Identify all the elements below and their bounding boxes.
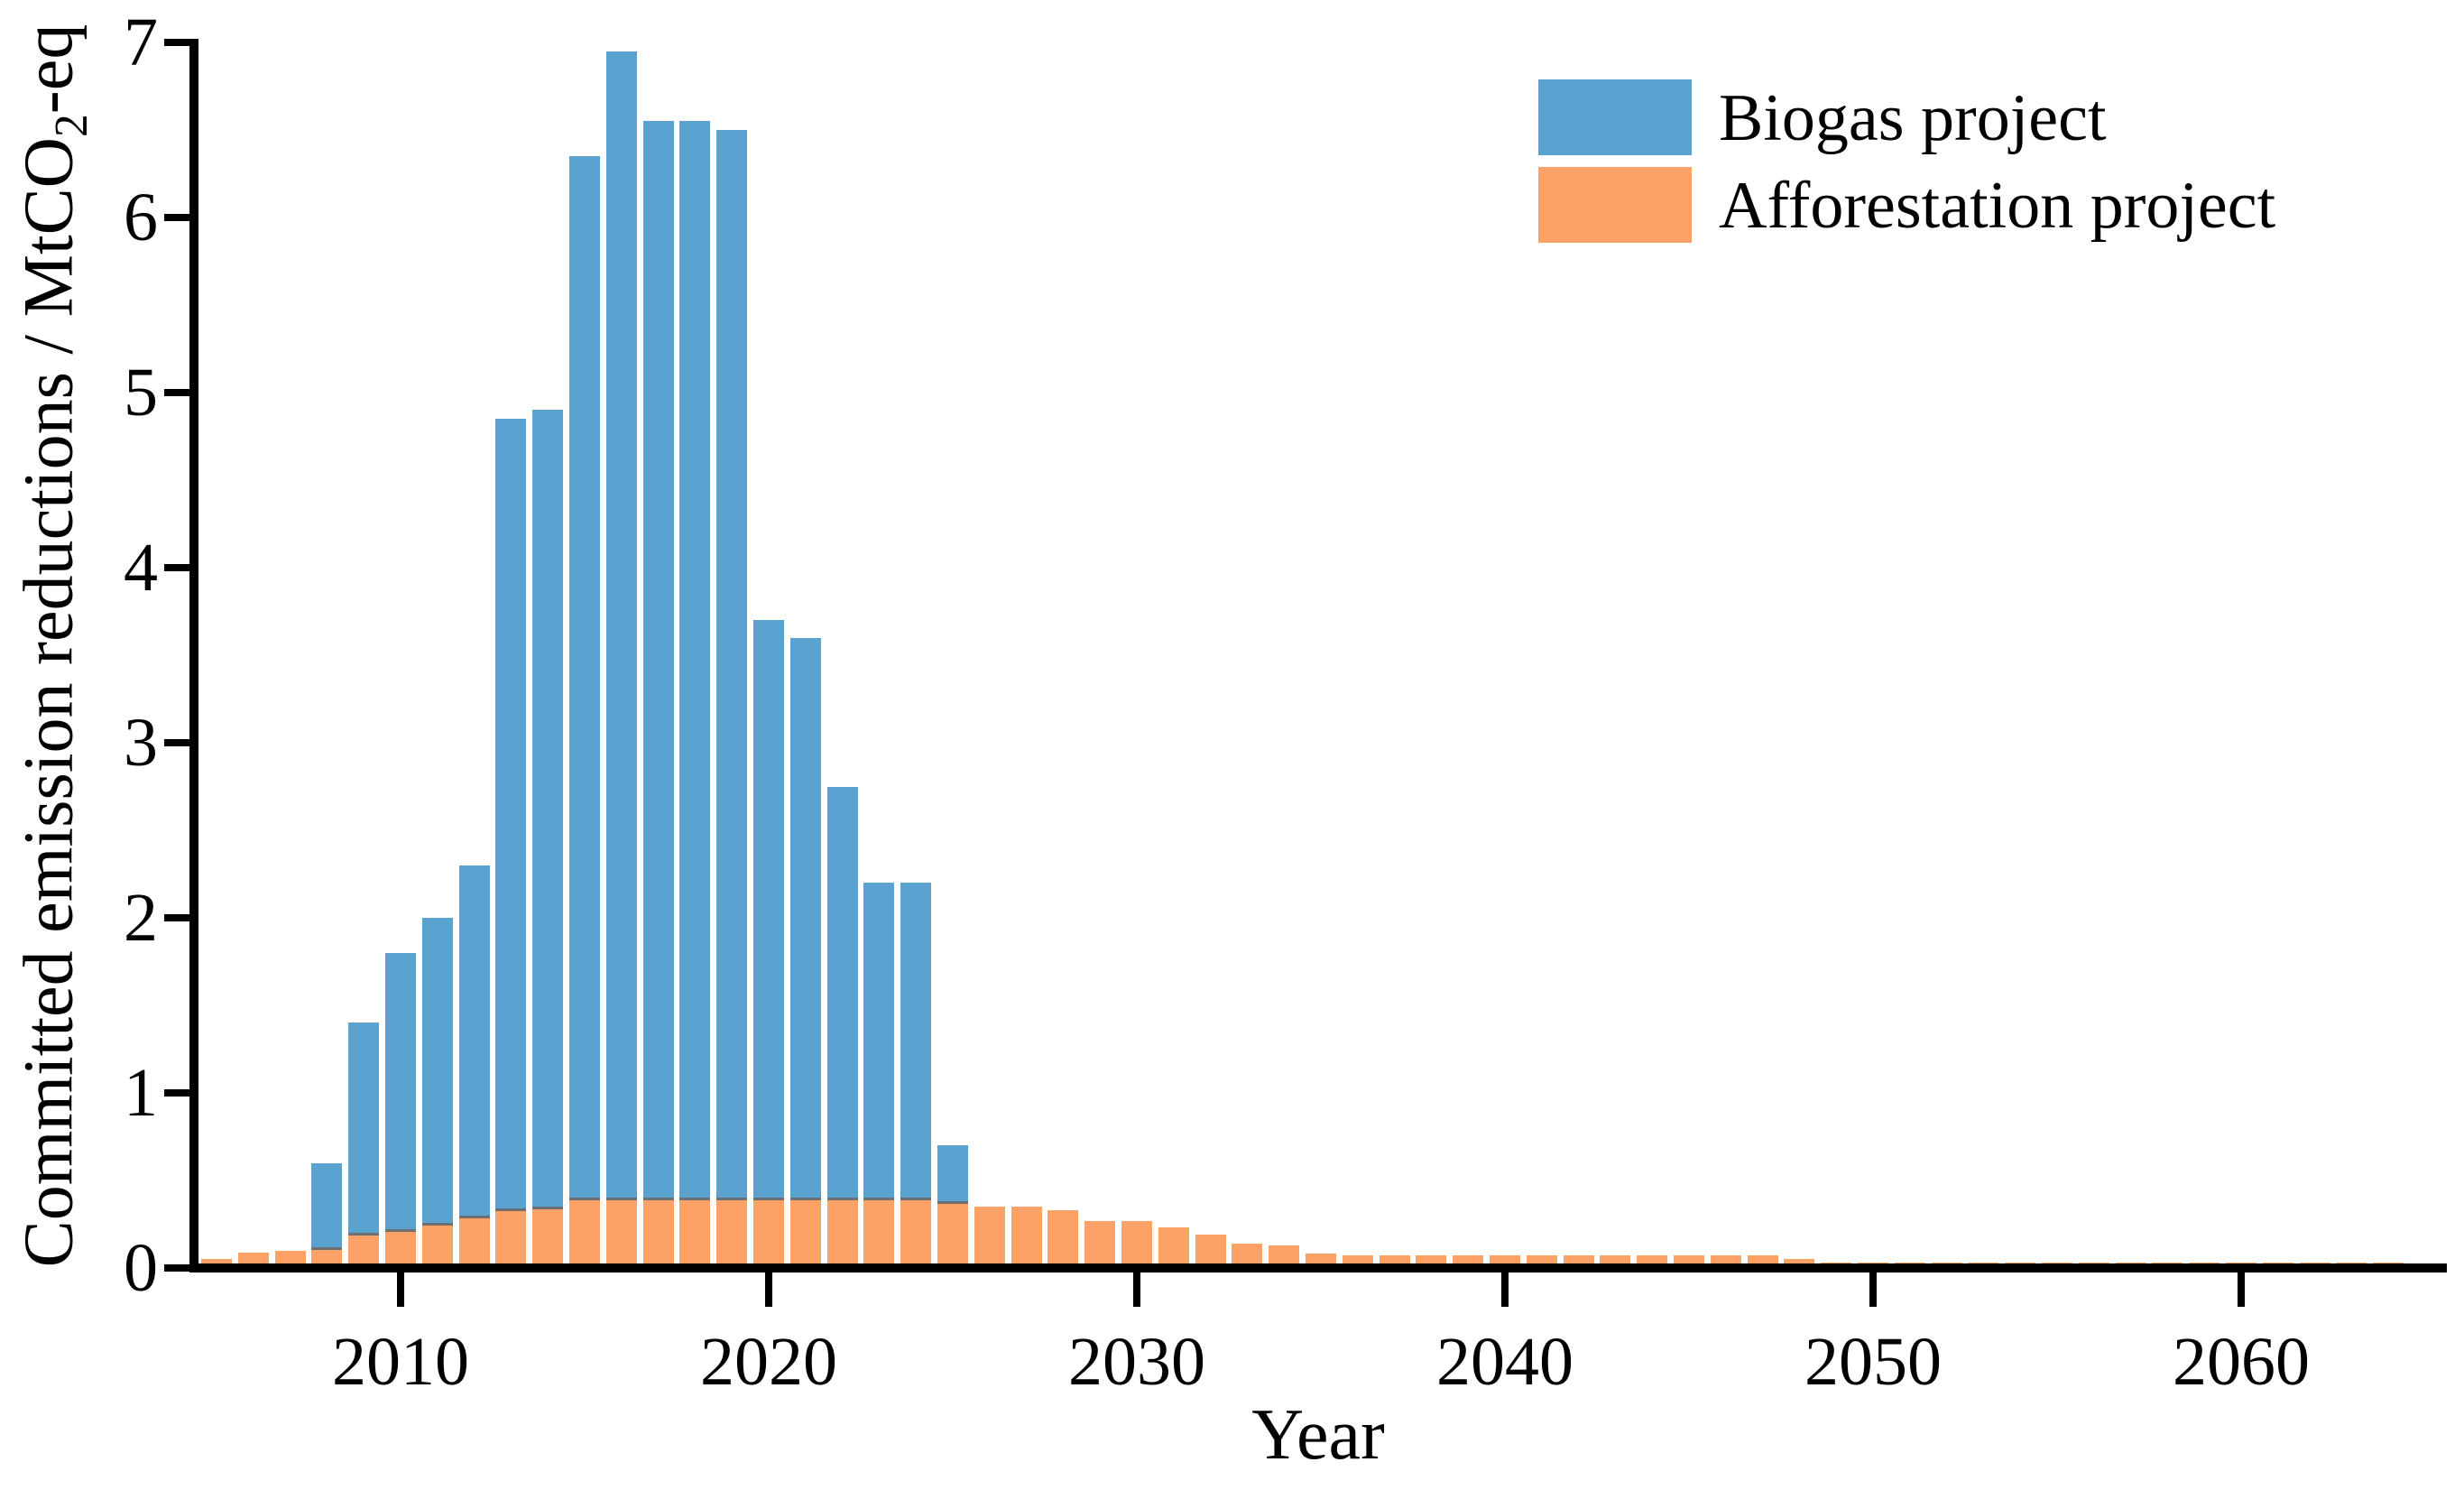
- bar-biogas: [459, 865, 490, 1268]
- y-tick-label: 4: [124, 530, 158, 606]
- bar-afforestation: [532, 1207, 563, 1268]
- x-tick-label: 2060: [2173, 1324, 2310, 1400]
- y-axis-title-suffix: -eq: [8, 23, 88, 115]
- x-axis-line: [189, 1263, 2447, 1273]
- bar-afforestation: [974, 1207, 1005, 1268]
- y-axis-title-subscript: 2: [46, 114, 98, 138]
- x-tick-label: 2010: [332, 1324, 469, 1400]
- x-tick-mark: [1133, 1273, 1140, 1307]
- bar-afforestation: [863, 1198, 894, 1268]
- bar-afforestation: [385, 1229, 416, 1268]
- y-tick-mark: [164, 389, 189, 396]
- bar-afforestation: [790, 1198, 821, 1268]
- y-tick-mark: [164, 564, 189, 571]
- bar-biogas: [827, 786, 858, 1268]
- bar-biogas: [422, 918, 453, 1268]
- bar-afforestation: [422, 1222, 453, 1268]
- bar-afforestation: [348, 1233, 379, 1268]
- bar-afforestation: [1011, 1207, 1042, 1268]
- bar-biogas: [643, 121, 674, 1268]
- bar-afforestation: [716, 1198, 747, 1268]
- y-tick-label: 1: [124, 1055, 158, 1131]
- y-tick-mark: [164, 914, 189, 921]
- bar-biogas: [716, 130, 747, 1268]
- y-tick-label: 2: [124, 880, 158, 956]
- bar-biogas: [532, 410, 563, 1268]
- bar-afforestation: [1047, 1209, 1078, 1268]
- y-tick-mark: [164, 1264, 189, 1272]
- y-tick-mark: [164, 39, 189, 46]
- bar-afforestation: [459, 1215, 490, 1268]
- bar-biogas: [679, 121, 710, 1268]
- bar-afforestation: [1121, 1220, 1152, 1268]
- y-tick-label: 5: [124, 355, 158, 430]
- bar-biogas: [753, 620, 784, 1268]
- x-tick-label: 2020: [700, 1324, 837, 1400]
- bar-afforestation: [643, 1198, 674, 1268]
- bar-biogas: [569, 156, 600, 1268]
- legend-swatch-biogas: [1538, 79, 1692, 155]
- bar-afforestation: [311, 1246, 342, 1268]
- bar-afforestation: [569, 1198, 600, 1268]
- bar-afforestation: [1195, 1235, 1226, 1268]
- bar-biogas: [385, 952, 416, 1268]
- bar-biogas: [348, 1023, 379, 1268]
- bar-afforestation: [827, 1198, 858, 1268]
- x-tick-mark: [1869, 1273, 1877, 1307]
- bar-biogas: [790, 637, 821, 1268]
- legend-label-biogas: Biogas project: [1719, 81, 2107, 155]
- x-tick-mark: [2238, 1273, 2245, 1307]
- x-tick-mark: [1501, 1273, 1509, 1307]
- y-tick-label: 0: [124, 1230, 158, 1306]
- y-axis-title-text: Committed emission reductions / MtCO: [8, 137, 88, 1268]
- bar-afforestation: [495, 1208, 526, 1268]
- x-tick-mark: [765, 1273, 772, 1307]
- bar-afforestation: [1084, 1220, 1115, 1268]
- bar-biogas: [495, 419, 526, 1268]
- bar-afforestation: [679, 1198, 710, 1268]
- y-tick-label: 7: [124, 5, 158, 80]
- legend-swatch-afforestation: [1538, 167, 1692, 243]
- y-axis-title: Committed emission reductions / MtCO2-eq: [5, 0, 98, 1323]
- bar-afforestation: [1158, 1227, 1189, 1268]
- y-tick-mark: [164, 214, 189, 221]
- y-tick-mark: [164, 1089, 189, 1097]
- legend-label-afforestation: Afforestation project: [1719, 169, 2276, 243]
- x-tick-mark: [397, 1273, 404, 1307]
- x-tick-label: 2050: [1804, 1324, 1942, 1400]
- y-tick-label: 3: [124, 705, 158, 781]
- x-tick-label: 2040: [1436, 1324, 1573, 1400]
- y-tick-mark: [164, 739, 189, 746]
- x-axis-title: Year: [1251, 1395, 1385, 1475]
- bar-afforestation: [753, 1198, 784, 1268]
- bar-afforestation: [937, 1201, 968, 1268]
- bar-biogas: [606, 51, 637, 1268]
- y-tick-label: 6: [124, 180, 158, 255]
- bar-afforestation: [900, 1198, 931, 1268]
- bar-afforestation: [606, 1198, 637, 1268]
- x-tick-label: 2030: [1068, 1324, 1205, 1400]
- y-axis-line: [189, 39, 198, 1273]
